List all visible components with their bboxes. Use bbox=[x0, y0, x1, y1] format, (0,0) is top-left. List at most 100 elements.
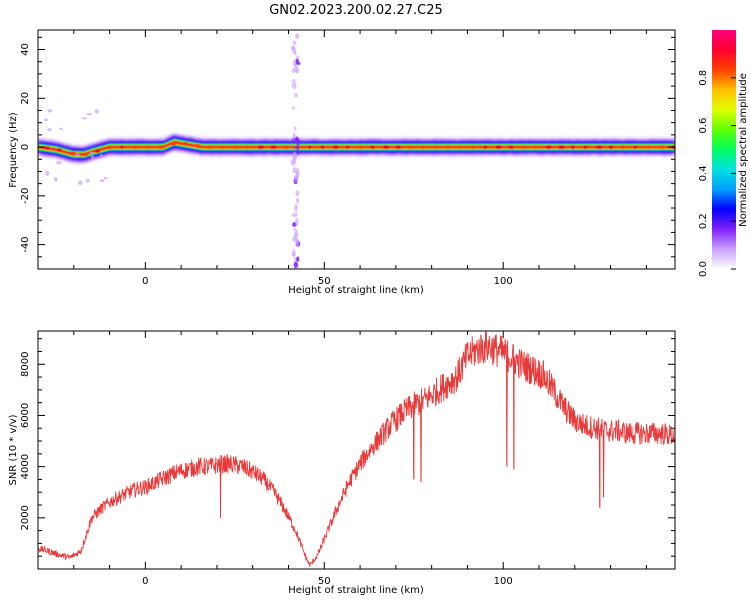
snr-plot-area bbox=[38, 331, 675, 567]
stripe-speckle bbox=[295, 33, 300, 39]
stripe-speckle bbox=[292, 40, 297, 45]
ridge-peak bbox=[132, 145, 138, 149]
snr-background bbox=[38, 331, 675, 569]
ridge-peak bbox=[333, 145, 339, 149]
stripe-speckle bbox=[291, 67, 295, 74]
spectrogram-xtick-label: 0 bbox=[142, 276, 148, 287]
colorbar: 0.0 0.2 0.4 0.6 0.8 Normalized spectral ampl… bbox=[698, 30, 749, 277]
stripe-speckle bbox=[293, 92, 299, 98]
stripe-speckle bbox=[292, 252, 296, 257]
noise-blob bbox=[56, 161, 62, 165]
noise-blob bbox=[54, 177, 58, 182]
spectrogram-xtick-label: 50 bbox=[318, 276, 331, 287]
snr-xtick-label: 50 bbox=[318, 576, 331, 587]
ridge-peak bbox=[345, 145, 350, 149]
colorbar-tick-label: 0.2 bbox=[698, 213, 709, 229]
noise-blob bbox=[47, 128, 52, 132]
stripe-speckle bbox=[295, 229, 299, 237]
stripe-speckle bbox=[292, 156, 297, 165]
stripe-speckle bbox=[291, 213, 295, 217]
ridge-peak bbox=[45, 146, 50, 150]
ridge-peak bbox=[658, 145, 665, 149]
stripe-speckle bbox=[293, 227, 297, 232]
spectrogram-ytick-label: -40 bbox=[20, 236, 31, 252]
noise-blob bbox=[90, 155, 95, 160]
spectrogram-panel: 0 50 100 -40 -20 0 20 40 Height of straight lin… bbox=[8, 29, 676, 296]
ridge-peak bbox=[446, 145, 451, 149]
colorbar-label: Normalized spectral amplitude bbox=[738, 73, 749, 227]
stripe-speckle bbox=[292, 132, 296, 138]
figure-title: GN02.2023.200.02.27.C25 bbox=[269, 3, 443, 18]
ridge-peak bbox=[521, 145, 526, 149]
ridge-peak bbox=[170, 142, 176, 146]
snr-xlabel: Height of straight line (km) bbox=[288, 585, 424, 596]
ridge-peak bbox=[157, 145, 164, 149]
ridge-peak bbox=[596, 145, 602, 149]
stripe-speckle bbox=[295, 197, 300, 204]
ridge-peak bbox=[496, 145, 502, 149]
snr-ytick-label: 4000 bbox=[20, 454, 31, 479]
ridge-peak bbox=[320, 145, 325, 149]
noise-blob bbox=[103, 176, 108, 180]
stripe-speckle bbox=[295, 217, 299, 226]
colorbar-tick-label: 0.0 bbox=[698, 261, 709, 277]
colorbar-gradient bbox=[712, 30, 736, 269]
noise-blob bbox=[99, 153, 104, 159]
ridge-peak bbox=[583, 145, 588, 149]
ridge-peak bbox=[220, 145, 225, 149]
stripe-speckle bbox=[294, 203, 298, 212]
ridge-peak bbox=[233, 145, 238, 149]
ridge-peak bbox=[471, 145, 476, 149]
stripe-speckle bbox=[295, 136, 299, 142]
snr-xtick-label: 0 bbox=[142, 576, 148, 587]
noise-blob bbox=[81, 117, 87, 120]
ridge-peak bbox=[82, 152, 88, 156]
stripe-speckle bbox=[291, 81, 297, 90]
noise-blob bbox=[47, 109, 53, 113]
noise-blob bbox=[89, 151, 94, 155]
ridge-peak bbox=[195, 144, 200, 148]
ridge-peak bbox=[358, 145, 364, 149]
noise-blob bbox=[99, 179, 105, 183]
ridge-peak bbox=[533, 145, 538, 149]
noise-blob bbox=[78, 180, 83, 186]
ridge-peak bbox=[546, 145, 552, 149]
ridge-peak bbox=[208, 145, 213, 149]
ridge-peak bbox=[283, 145, 289, 149]
snr-axes: 0 50 100 2000 4000 6000 8000 bbox=[20, 331, 675, 587]
ridge-peak bbox=[258, 145, 264, 149]
ridge-peak bbox=[608, 145, 614, 149]
snr-ytick-label: 2000 bbox=[20, 505, 31, 530]
stripe-speckle bbox=[293, 51, 297, 56]
ridge-peak bbox=[621, 145, 626, 149]
noise-blob bbox=[44, 118, 49, 122]
snr-frame bbox=[37, 330, 676, 570]
spectrogram-xtick-label: 100 bbox=[494, 276, 513, 287]
spectrogram-image bbox=[38, 33, 675, 269]
ridge-peak bbox=[508, 145, 514, 149]
stripe-speckle bbox=[294, 145, 300, 150]
snr-panel: 0 50 100 2000 4000 6000 8000 Height of straigh… bbox=[8, 330, 676, 596]
ridge-peak bbox=[633, 145, 637, 149]
stripe-speckle bbox=[295, 241, 299, 248]
ridge-peak bbox=[646, 145, 651, 149]
stripe-speckle bbox=[294, 65, 299, 73]
ridge-peak bbox=[558, 145, 565, 149]
ridge-peak bbox=[57, 148, 62, 152]
noise-blob bbox=[74, 153, 81, 157]
spectrogram-ylabel: Frequency (Hz) bbox=[8, 112, 19, 188]
colorbar-tick-label: 0.4 bbox=[698, 165, 709, 181]
stripe-speckle bbox=[295, 190, 300, 197]
ridge-peak bbox=[420, 145, 425, 149]
stripe-speckle bbox=[295, 55, 300, 59]
spectrogram-ytick-label: 20 bbox=[20, 92, 31, 105]
spectrogram-ytick-label: 0 bbox=[20, 144, 31, 150]
stripe-speckle bbox=[291, 106, 295, 111]
spectrogram-xlabel: Height of straight line (km) bbox=[288, 285, 424, 296]
ridge-peak bbox=[370, 145, 375, 149]
ridge-peak bbox=[408, 145, 413, 149]
noise-blob bbox=[59, 127, 63, 130]
ridge-peak bbox=[383, 145, 390, 149]
snr-ytick-label: 8000 bbox=[20, 352, 31, 377]
